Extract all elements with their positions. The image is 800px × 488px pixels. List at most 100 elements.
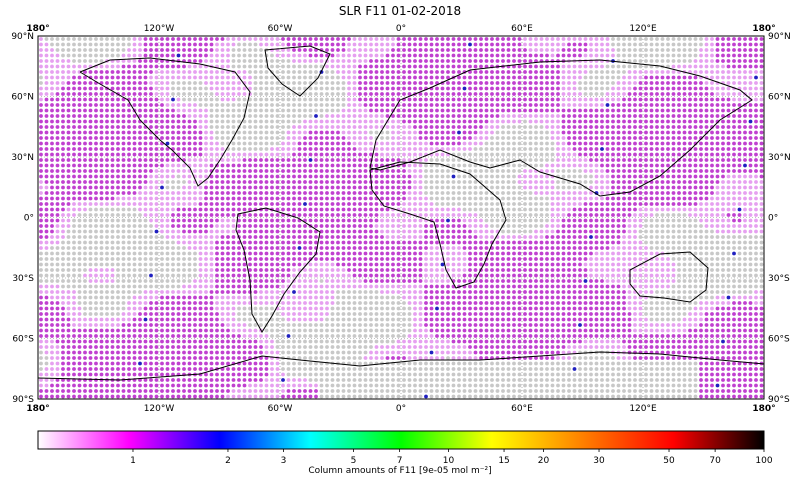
data-dot bbox=[627, 180, 632, 184]
data-dot bbox=[275, 180, 280, 184]
data-dot bbox=[407, 180, 412, 184]
data-dot bbox=[550, 37, 555, 41]
data-dot bbox=[451, 42, 456, 47]
data-dot bbox=[259, 141, 263, 146]
data-dot bbox=[402, 213, 406, 217]
data-dot bbox=[583, 48, 588, 52]
data-dot bbox=[253, 163, 258, 168]
data-dot bbox=[215, 75, 219, 80]
data-dot bbox=[490, 202, 494, 206]
data-dot bbox=[242, 207, 247, 212]
data-dot bbox=[204, 235, 208, 239]
data-dot bbox=[116, 86, 120, 91]
data-dot bbox=[578, 81, 582, 85]
data-dot bbox=[99, 207, 104, 212]
data-dot bbox=[556, 213, 560, 217]
data-dot bbox=[77, 81, 82, 85]
data-dot bbox=[583, 141, 588, 146]
data-dot bbox=[561, 218, 566, 223]
data-dot bbox=[220, 185, 225, 190]
data-dot bbox=[292, 180, 296, 184]
data-dot bbox=[715, 196, 720, 201]
data-dot bbox=[424, 207, 428, 212]
data-dot bbox=[649, 37, 654, 41]
data-dot bbox=[627, 42, 632, 47]
data-dot bbox=[380, 42, 384, 47]
data-dot bbox=[325, 103, 329, 107]
data-dot bbox=[545, 141, 549, 146]
data-dot bbox=[677, 103, 681, 107]
data-dot bbox=[418, 158, 423, 162]
data-dot bbox=[143, 235, 148, 239]
data-dot bbox=[446, 136, 450, 140]
data-dot bbox=[259, 191, 263, 195]
data-dot bbox=[512, 240, 516, 245]
data-dot bbox=[50, 75, 54, 80]
data-dot bbox=[473, 119, 478, 124]
data-dot bbox=[248, 97, 252, 102]
data-dot bbox=[44, 229, 49, 234]
data-dot bbox=[270, 130, 274, 135]
data-dot bbox=[165, 136, 170, 140]
data-dot bbox=[578, 136, 582, 140]
data-dot bbox=[539, 75, 544, 80]
data-dot bbox=[660, 224, 665, 228]
data-dot bbox=[622, 218, 626, 223]
data-dot bbox=[149, 141, 153, 146]
data-dot bbox=[347, 136, 351, 140]
data-dot bbox=[50, 169, 54, 173]
data-dot bbox=[325, 213, 329, 217]
data-dot bbox=[693, 81, 698, 85]
data-dot bbox=[633, 114, 637, 118]
data-dot bbox=[149, 59, 153, 63]
data-dot bbox=[281, 147, 285, 151]
data-dot bbox=[611, 229, 615, 234]
data-dot bbox=[748, 152, 753, 157]
data-dot bbox=[215, 92, 219, 96]
data-dot bbox=[633, 125, 637, 129]
data-dot bbox=[759, 174, 764, 179]
data-dot bbox=[688, 136, 692, 140]
data-dot bbox=[143, 81, 148, 85]
data-dot bbox=[737, 42, 742, 47]
data-dot bbox=[83, 64, 87, 69]
data-dot bbox=[523, 169, 527, 173]
data-dot bbox=[94, 141, 98, 146]
data-dot bbox=[308, 213, 313, 217]
data-dot bbox=[209, 141, 214, 146]
data-dot bbox=[583, 191, 588, 195]
data-dot bbox=[176, 158, 181, 162]
data-dot bbox=[215, 42, 219, 47]
data-dot bbox=[622, 235, 626, 239]
data-dot bbox=[572, 191, 577, 195]
data-dot bbox=[94, 224, 98, 228]
data-dot bbox=[666, 81, 670, 85]
data-dot bbox=[209, 119, 214, 124]
data-dot bbox=[402, 136, 406, 140]
data-dot bbox=[50, 70, 54, 74]
data-dot bbox=[710, 119, 714, 124]
data-dot bbox=[490, 136, 494, 140]
data-dot bbox=[616, 180, 621, 184]
data-dot bbox=[660, 147, 665, 151]
data-dot bbox=[682, 125, 687, 129]
data-dot bbox=[303, 97, 307, 102]
data-dot bbox=[275, 141, 280, 146]
data-dot bbox=[413, 191, 417, 195]
data-dot bbox=[446, 108, 450, 113]
data-dot bbox=[759, 185, 764, 190]
data-dot bbox=[160, 224, 164, 228]
data-dot bbox=[281, 64, 285, 69]
data-dot bbox=[363, 185, 368, 190]
data-dot bbox=[198, 70, 203, 74]
data-dot bbox=[501, 229, 505, 234]
data-dot bbox=[380, 224, 384, 228]
data-dot bbox=[248, 213, 252, 217]
data-dot bbox=[187, 213, 192, 217]
data-dot bbox=[671, 119, 676, 124]
data-dot bbox=[479, 213, 483, 217]
data-dot bbox=[721, 48, 725, 52]
data-dot bbox=[754, 136, 758, 140]
data-dot bbox=[622, 163, 626, 168]
data-dot bbox=[336, 185, 340, 190]
